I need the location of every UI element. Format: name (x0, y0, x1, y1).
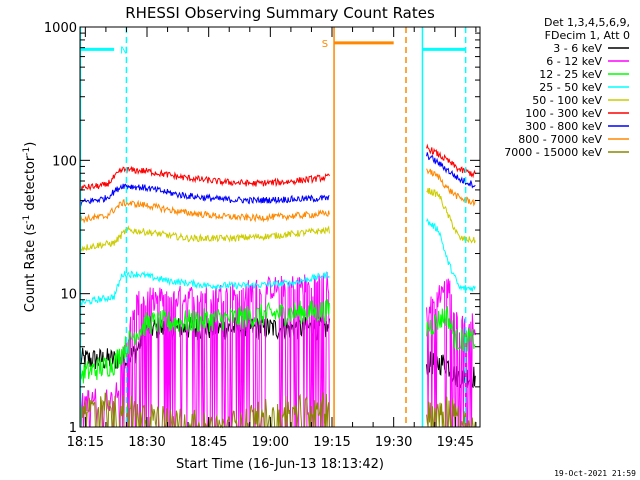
series-6-segment-1 (426, 152, 476, 189)
x-tick-label-4: 19:15 (313, 435, 350, 450)
series-2-segment-1 (426, 306, 476, 352)
series-layer (79, 143, 476, 429)
legend-header-line-1: Det 1,3,4,5,6,9, (544, 16, 630, 29)
x-tick-label-2: 18:45 (190, 435, 227, 450)
plot-frame (79, 26, 481, 428)
legend-label-7: 800 - 7000 keV (518, 133, 602, 146)
x-tick-label-1: 18:30 (128, 435, 165, 450)
y-tick-label-3: 1000 (44, 21, 77, 36)
x-tick-label-3: 19:00 (252, 435, 289, 450)
series-7-segment-1 (426, 168, 476, 207)
series-3-segment-1 (426, 218, 476, 292)
series-7-segment-0 (79, 198, 330, 224)
series-2 (79, 298, 476, 384)
y-tick-label-1: 10 (60, 288, 77, 303)
series-5-segment-1 (426, 143, 476, 179)
x-tick-label-0: 18:15 (67, 435, 104, 450)
legend-label-1: 6 - 12 keV (546, 55, 602, 68)
timestamp: 19-Oct-2021 21:59 (554, 469, 636, 478)
x-axis-label: Start Time (16-Jun-13 18:13:42) (176, 457, 384, 472)
chart-title: RHESSI Observing Summary Count Rates (125, 4, 435, 22)
legend-label-8: 7000 - 15000 keV (504, 146, 602, 159)
legend-label-2: 12 - 25 keV (539, 68, 602, 81)
series-3-segment-0 (79, 270, 330, 307)
x-tick-label-6: 19:45 (437, 435, 474, 450)
flag-layer: NS (79, 27, 467, 427)
series-7 (79, 168, 476, 224)
series-3 (79, 218, 476, 307)
y-tick-label-2: 100 (52, 154, 77, 169)
x-axis: 18:15 18:30 18:45 19:00 19:15 19:30 19:45 (67, 27, 477, 450)
series-6-segment-0 (79, 183, 330, 207)
series-5 (80, 143, 476, 192)
flag-label-1: S (322, 39, 328, 50)
series-1 (79, 272, 476, 428)
legend-label-5: 100 - 300 keV (525, 107, 602, 120)
legend-header-line-2: FDecim 1, Att 0 (545, 29, 630, 42)
y-axis: 1 10 100 1000 (44, 21, 480, 436)
flag-label-0: N (120, 45, 127, 56)
x-tick-label-5: 19:30 (375, 435, 412, 450)
series-2-segment-0 (79, 298, 330, 384)
series-8-segment-0 (79, 392, 330, 429)
series-6 (79, 152, 476, 207)
legend-label-3: 25 - 50 keV (539, 81, 602, 94)
legend: Det 1,3,4,5,6,9, FDecim 1, Att 0 3 - 6 k… (504, 16, 630, 159)
legend-label-6: 300 - 800 keV (525, 120, 602, 133)
series-4-segment-0 (80, 225, 330, 252)
series-4 (80, 188, 476, 252)
y-axis-label: Count Rate (s-1 detector-1) (22, 142, 38, 313)
y-tick-label-0: 1 (69, 421, 77, 436)
legend-label-4: 50 - 100 keV (532, 94, 602, 107)
legend-label-0: 3 - 6 keV (553, 42, 602, 55)
series-4-segment-1 (426, 188, 476, 244)
series-1-segment-1 (426, 278, 476, 428)
series-5-segment-0 (80, 165, 330, 192)
series-1-segment-0 (79, 272, 330, 428)
